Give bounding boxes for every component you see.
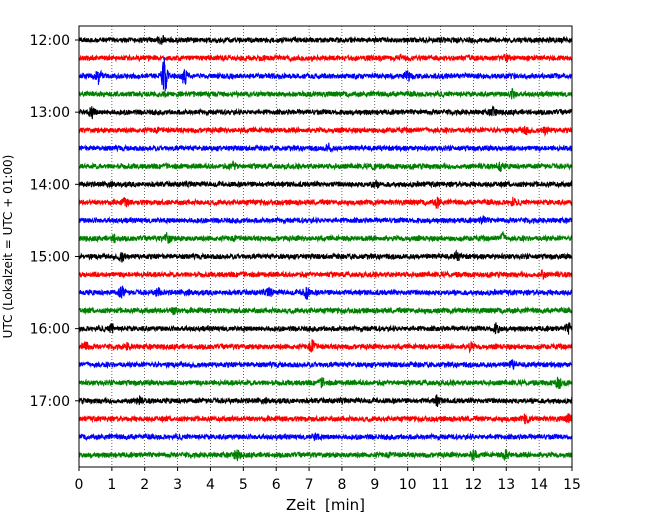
x-tick-label: 10 xyxy=(399,477,417,493)
seismogram-trace xyxy=(78,322,573,335)
x-tick-label: 15 xyxy=(563,477,581,493)
seismogram-trace xyxy=(78,249,573,263)
y-tick-label: 12:00 xyxy=(30,33,70,49)
seismogram-trace xyxy=(78,142,573,154)
seismogram-trace xyxy=(78,269,573,281)
seismogram-trace xyxy=(78,215,573,225)
seismogram-trace xyxy=(78,376,573,389)
seismogram-trace xyxy=(78,230,573,244)
seismogram-trace xyxy=(78,53,573,63)
seismogram-trace xyxy=(78,285,573,300)
seismogram-trace xyxy=(78,359,573,371)
seismogram-trace xyxy=(78,35,573,45)
seismogram-trace xyxy=(78,432,573,442)
seismogram-trace xyxy=(78,413,573,425)
seismogram-trace xyxy=(78,394,573,407)
x-tick-label: 9 xyxy=(370,477,379,493)
x-tick-label: 4 xyxy=(206,477,215,493)
x-tick-label: 7 xyxy=(305,477,314,493)
seismogram-trace xyxy=(78,160,573,172)
seismogram-trace xyxy=(78,87,573,100)
x-tick-label: 0 xyxy=(75,477,84,493)
y-axis-ticks: 12:00 13:00 14:00 15:00 16:00 17:00 xyxy=(30,33,79,410)
seismogram-trace xyxy=(78,449,573,462)
y-tick-label: 13:00 xyxy=(30,105,70,121)
x-tick-label: 14 xyxy=(530,477,548,493)
x-tick-label: 13 xyxy=(497,477,515,493)
x-axis-ticks: 0 1 2 3 4 5 6 7 8 9 10 11 12 13 14 15 xyxy=(75,467,581,493)
x-tick-label: 1 xyxy=(107,477,116,493)
y-tick-label: 17:00 xyxy=(30,394,70,410)
x-tick-label: 12 xyxy=(464,477,482,493)
y-tick-label: 14:00 xyxy=(30,177,70,193)
seismogram-trace xyxy=(78,306,573,316)
x-tick-label: 8 xyxy=(337,477,346,493)
seismogram-trace xyxy=(78,179,573,189)
x-tick-label: 6 xyxy=(272,477,281,493)
x-tick-label: 2 xyxy=(140,477,149,493)
seismogram-trace xyxy=(78,105,573,120)
y-axis-label: UTC (Lokalzeit = UTC + 01:00) xyxy=(1,155,15,339)
seismogram-trace xyxy=(78,339,573,354)
traces xyxy=(78,35,573,462)
x-axis-label: Zeit [min] xyxy=(286,496,365,514)
x-tick-label: 3 xyxy=(173,477,182,493)
seismogram-trace xyxy=(78,125,573,138)
seismogram-trace xyxy=(78,196,573,210)
y-tick-label: 15:00 xyxy=(30,249,70,265)
seismogram-trace xyxy=(78,57,573,92)
x-tick-label: 5 xyxy=(239,477,248,493)
plot-frame xyxy=(78,25,573,468)
x-tick-label: 11 xyxy=(432,477,450,493)
y-tick-label: 16:00 xyxy=(30,322,70,338)
